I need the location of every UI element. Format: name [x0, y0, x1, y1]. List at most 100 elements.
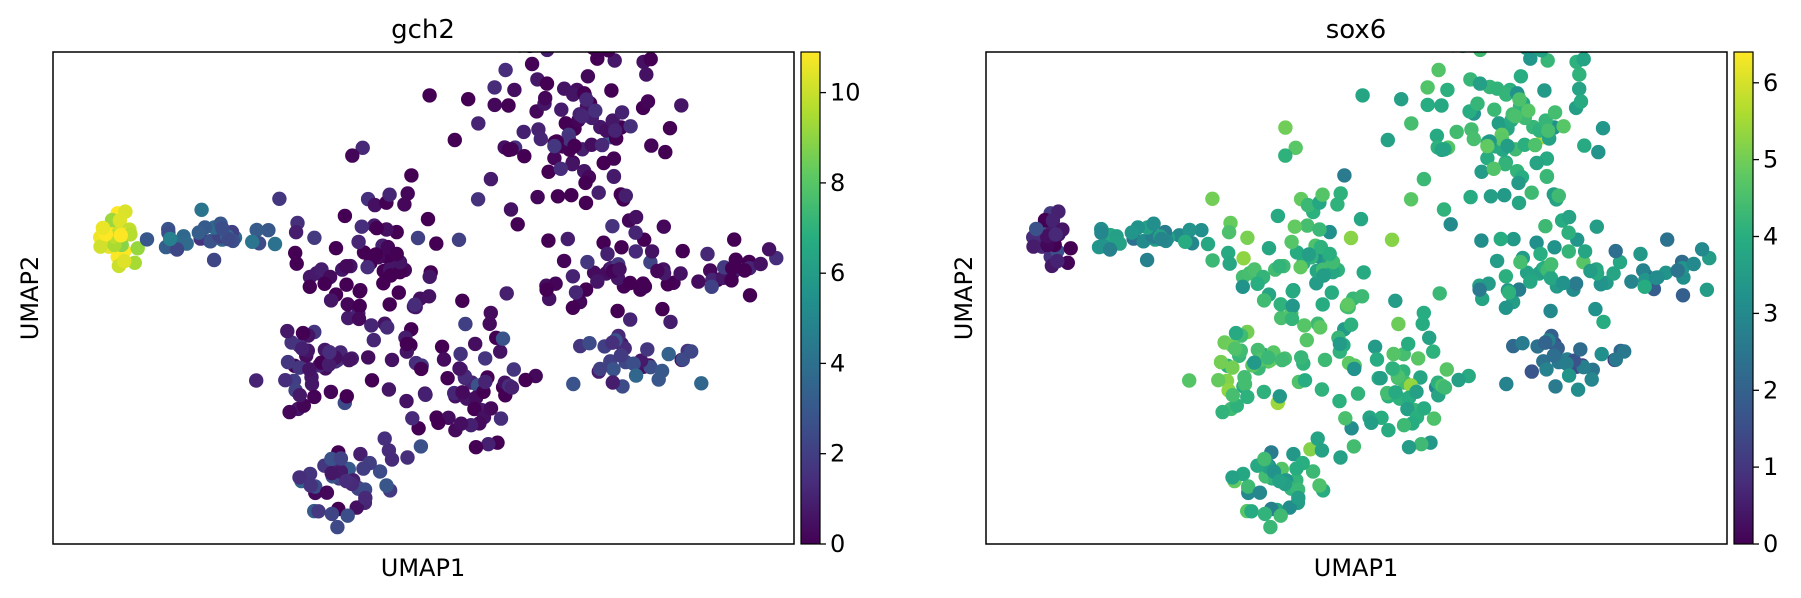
data-point — [1555, 275, 1571, 291]
data-point — [303, 478, 318, 493]
data-point — [654, 363, 670, 379]
data-point — [339, 259, 354, 274]
data-point — [1543, 303, 1558, 319]
data-point — [737, 263, 752, 278]
data-point — [337, 208, 353, 224]
data-point — [580, 254, 595, 270]
data-point — [507, 82, 522, 98]
data-point — [280, 354, 296, 370]
data-point — [524, 56, 540, 72]
data-point — [399, 393, 414, 409]
data-point — [112, 213, 128, 228]
data-point — [1429, 128, 1445, 143]
data-point — [547, 151, 562, 166]
data-point — [1396, 418, 1412, 433]
data-point — [1524, 364, 1540, 379]
data-point — [292, 388, 307, 403]
data-point — [1301, 247, 1317, 262]
data-point — [405, 411, 420, 426]
data-point — [455, 293, 470, 308]
data-point — [1437, 380, 1453, 395]
data-point — [1546, 348, 1562, 363]
data-point — [324, 466, 339, 481]
data-point — [1524, 185, 1539, 200]
data-point — [481, 437, 496, 452]
data-point — [644, 244, 660, 259]
data-point — [282, 404, 297, 420]
data-point — [1221, 245, 1236, 261]
data-point — [1413, 370, 1428, 385]
data-point — [556, 253, 572, 269]
data-point — [169, 242, 185, 257]
data-point — [535, 52, 539, 53]
data-point — [1596, 314, 1611, 330]
data-point — [1274, 352, 1290, 368]
data-point — [1486, 161, 1502, 176]
data-point — [1537, 83, 1552, 98]
data-point — [553, 35, 567, 49]
data-point — [1520, 21, 1534, 35]
data-point — [1261, 350, 1276, 365]
data-point — [461, 92, 476, 107]
data-point — [1315, 187, 1330, 202]
data-point — [1288, 140, 1303, 155]
data-point — [307, 230, 322, 245]
data-point — [1521, 103, 1536, 118]
data-point — [1346, 439, 1362, 454]
data-point — [1539, 169, 1555, 184]
data-point — [1394, 92, 1409, 107]
data-point — [587, 21, 601, 35]
data-point — [1303, 442, 1318, 457]
data-point — [440, 371, 455, 386]
data-point — [656, 219, 671, 234]
data-point — [1343, 317, 1359, 332]
data-point — [541, 164, 556, 179]
data-point — [1228, 325, 1244, 341]
data-point — [493, 344, 508, 359]
data-point — [1297, 318, 1312, 333]
data-point — [317, 276, 332, 291]
data-point — [295, 325, 311, 341]
plot-frame — [52, 51, 795, 545]
data-point — [1381, 423, 1396, 438]
data-point — [580, 69, 596, 84]
data-point — [662, 121, 678, 136]
data-point — [1257, 506, 1273, 522]
data-point — [436, 352, 452, 367]
data-point — [691, 274, 706, 289]
data-point — [117, 253, 132, 269]
data-point — [684, 344, 699, 359]
data-point — [1500, 138, 1515, 154]
data-point — [1364, 415, 1379, 430]
data-point — [1436, 202, 1452, 217]
data-point — [1154, 231, 1169, 247]
data-point — [1194, 223, 1209, 238]
data-point — [380, 320, 395, 335]
data-point — [1572, 67, 1587, 82]
data-point — [1499, 87, 1514, 102]
data-point — [1225, 360, 1240, 375]
data-point — [1547, 105, 1563, 120]
data-point — [323, 384, 339, 400]
colorbar-tick-label: 5 — [1763, 146, 1778, 174]
data-point — [1561, 225, 1576, 240]
data-point — [1593, 277, 1609, 292]
data-point — [727, 232, 742, 247]
data-point — [582, 336, 597, 351]
data-point — [384, 352, 400, 368]
data-point — [1237, 376, 1253, 392]
data-point — [1493, 231, 1509, 247]
data-point — [1457, 15, 1471, 29]
data-point — [618, 188, 633, 203]
data-point — [1146, 216, 1161, 231]
data-point — [358, 490, 373, 506]
data-point — [1547, 240, 1562, 255]
data-point — [650, 263, 665, 279]
data-point — [1487, 102, 1502, 117]
data-point — [493, 411, 509, 426]
data-point — [93, 239, 108, 254]
data-point — [245, 234, 260, 249]
data-point — [1416, 171, 1432, 187]
data-point — [1409, 384, 1424, 399]
